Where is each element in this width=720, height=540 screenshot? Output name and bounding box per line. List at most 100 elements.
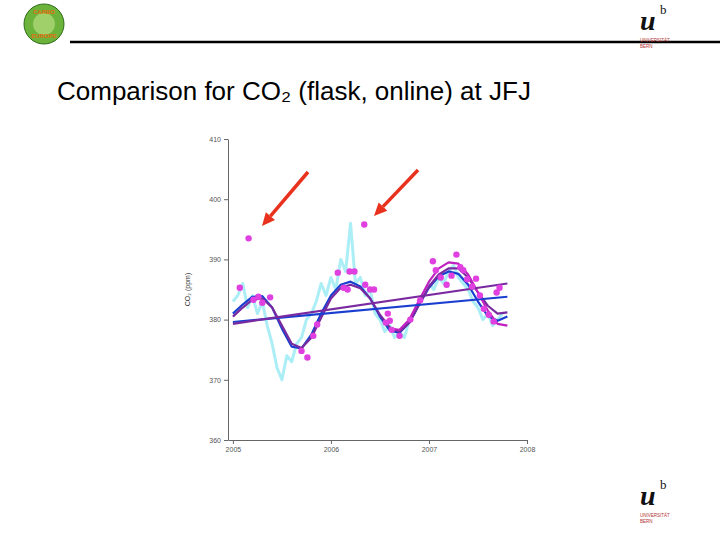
arrow xyxy=(262,172,308,226)
flask-point xyxy=(453,251,459,257)
flask-point xyxy=(237,284,243,290)
flask-point xyxy=(473,275,479,281)
flask-point xyxy=(304,354,310,360)
x-tick: 2008 xyxy=(520,440,536,453)
y-tick-label: 390 xyxy=(209,256,221,263)
flask-point xyxy=(310,333,316,339)
y-tick: 360 xyxy=(209,437,228,444)
flask-point xyxy=(433,267,439,273)
y-tick-label: 410 xyxy=(209,136,221,143)
plot-area xyxy=(233,221,507,380)
logo-text: EUROPE xyxy=(31,33,56,39)
x-tick: 2006 xyxy=(324,440,340,453)
flask-point xyxy=(385,310,391,316)
y-tick-mark xyxy=(224,440,228,441)
logo-text: UNIVERSITÄT xyxy=(640,37,670,43)
flask-point xyxy=(469,283,475,289)
x-tick: 2007 xyxy=(422,440,438,453)
flask-point xyxy=(255,294,261,300)
background xyxy=(0,0,720,540)
y-axis-title: CO₂ (ppm) xyxy=(184,273,192,306)
header-rule xyxy=(70,41,720,44)
logo-text: BERN xyxy=(640,519,653,524)
x-axis: 2005 2006 2007 2008 xyxy=(226,440,536,453)
logo-text: BERN xyxy=(640,44,653,49)
y-tick-mark xyxy=(224,139,228,140)
logo-text: UNIVERSITÄT xyxy=(640,512,670,518)
title: Comparison for CO₂ (flask, online) at JF… xyxy=(57,76,531,106)
flask-point xyxy=(344,286,350,292)
left-logo: CARBO EUROPE xyxy=(24,4,64,44)
arrow-shaft xyxy=(270,172,308,216)
y-axis-line xyxy=(228,140,229,441)
fit-line xyxy=(233,283,507,323)
flask-point xyxy=(361,221,367,227)
y-tick-label: 400 xyxy=(209,196,221,203)
flask-point xyxy=(464,276,470,282)
flask-point xyxy=(490,318,496,324)
flask-point xyxy=(417,297,423,303)
flask-point xyxy=(314,321,320,327)
fit-line xyxy=(233,268,507,347)
y-tick-mark xyxy=(224,199,228,200)
x-tick-mark xyxy=(527,440,528,444)
university-logo: ub UNIVERSITÄTBERN xyxy=(640,477,670,524)
flask-point xyxy=(396,333,402,339)
x-tick-label: 2007 xyxy=(422,446,438,453)
x-tick-mark xyxy=(429,440,430,444)
y-tick: 390 xyxy=(209,256,228,263)
logo-globe xyxy=(24,4,64,44)
logo-mark: u xyxy=(640,5,656,36)
x-tick: 2005 xyxy=(226,440,242,453)
flask-point xyxy=(245,235,251,241)
arrow-shaft xyxy=(383,170,418,207)
y-tick: 370 xyxy=(209,377,228,384)
flask-point xyxy=(335,269,341,275)
flask-point xyxy=(351,268,357,274)
logo-text: CARBO xyxy=(33,9,55,15)
logo-mark: u xyxy=(640,480,656,511)
flask-point xyxy=(267,294,273,300)
y-tick: 380 xyxy=(209,316,228,323)
y-axis: 360 370 380 390 400 410 xyxy=(209,136,228,444)
flask-point xyxy=(371,286,377,292)
flask-point xyxy=(362,281,368,287)
flask-point xyxy=(486,312,492,318)
arrow xyxy=(374,170,418,216)
flask-point xyxy=(407,316,413,322)
y-tick: 400 xyxy=(209,196,228,203)
logo-superscript: b xyxy=(660,477,667,492)
flask-point xyxy=(259,300,265,306)
y-tick-label: 360 xyxy=(209,437,221,444)
flask-point xyxy=(443,281,449,287)
flask-point xyxy=(481,306,487,312)
flask-point xyxy=(460,267,466,273)
x-tick-mark xyxy=(331,440,332,444)
x-tick-label: 2008 xyxy=(520,446,536,453)
y-tick-label: 370 xyxy=(209,377,221,384)
y-tick-mark xyxy=(224,320,228,321)
arrow-head xyxy=(262,212,275,226)
y-tick: 410 xyxy=(209,136,228,143)
logo-superscript: b xyxy=(660,2,667,17)
flask-point xyxy=(448,272,454,278)
university-logo: ub UNIVERSITÄTBERN xyxy=(640,2,670,49)
x-tick-mark xyxy=(233,440,234,444)
fit-line xyxy=(390,262,508,329)
flask-point xyxy=(496,284,502,290)
slide: CARBOEUROPEubUNIVERSITÄTBERNubUNIVERSITÄ… xyxy=(0,0,720,540)
arrow-head xyxy=(374,202,387,216)
flask-point xyxy=(477,292,483,298)
x-tick-label: 2005 xyxy=(226,446,242,453)
flask-point xyxy=(430,258,436,264)
y-tick-mark xyxy=(224,259,228,260)
y-tick-mark xyxy=(224,380,228,381)
flask-point xyxy=(298,348,304,354)
x-tick-label: 2006 xyxy=(324,446,340,453)
y-tick-label: 380 xyxy=(209,316,221,323)
flask-point xyxy=(438,274,444,280)
flask-point xyxy=(387,318,393,324)
x-axis-line xyxy=(229,440,528,441)
logo-globe-inner xyxy=(33,13,55,35)
flask-point xyxy=(389,327,395,333)
